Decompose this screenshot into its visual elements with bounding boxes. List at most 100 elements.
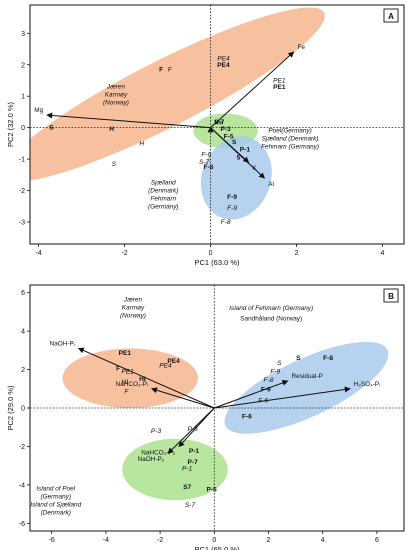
score-label: F-8	[221, 219, 231, 226]
y-tick-label: 2	[21, 62, 25, 69]
loading-arrow-2	[151, 387, 215, 409]
y-tick-label: -2	[19, 444, 25, 451]
x-tick-label: 2	[267, 537, 271, 544]
panel-B: NaOH-Pᵢ NaHCO₃-Pᵢ Residual-P H₂SO₄-Pᵢ NaHCO₃…	[6, 284, 405, 550]
group-label: (Denmark)	[41, 510, 71, 517]
panel-label: B	[388, 292, 394, 301]
loading-label: NaHCO₃-Pᵢ	[116, 381, 148, 388]
score-label: F-5	[224, 133, 234, 140]
group-label: Sjælland	[151, 179, 176, 186]
score-label: P-5	[187, 426, 198, 433]
y-tick-label: 3	[21, 31, 25, 38]
group-label: Island of Fehmarn (Germany)	[229, 305, 313, 312]
loading-label: Residual-P	[291, 373, 322, 380]
score-label: F-9	[261, 387, 271, 394]
loading-arrow-1	[210, 51, 295, 129]
group-ellipse-1	[30, 7, 325, 182]
score-label: PE1	[273, 77, 286, 84]
score-label: F	[124, 389, 129, 396]
panel-label-box	[383, 8, 399, 23]
group-label: (Norway)	[103, 99, 129, 106]
score-label: S	[232, 139, 237, 146]
x-axis-title: PC1 (63.0 %)	[194, 258, 240, 267]
score-label: S	[49, 125, 54, 132]
loading-arrow-3	[214, 380, 289, 409]
x-tick-label: 0	[209, 250, 213, 257]
y-tick-label: 1	[21, 94, 25, 101]
x-axis-title: PC1 (65.0 %)	[194, 545, 240, 550]
group-ellipse-3	[122, 438, 228, 501]
score-label: PE4	[159, 363, 172, 370]
loading-arrow-4	[214, 386, 351, 409]
loading-label: NaOH-Pᵢ	[50, 340, 75, 347]
score-label: S-7	[185, 502, 196, 509]
group-label: Jæren	[106, 83, 126, 90]
x-tick-label: 4	[381, 250, 385, 257]
score-label: PE1	[119, 350, 132, 357]
loading-arrow-2	[46, 112, 211, 129]
group-label: Jæren	[123, 296, 143, 303]
score-label: 5	[237, 155, 241, 162]
y-tick-label: 2	[21, 367, 25, 374]
x-tick-label: -6	[49, 537, 55, 544]
y-tick-label: -4	[19, 482, 25, 489]
score-label: P-1	[240, 147, 251, 154]
score-label: F-8	[264, 377, 274, 384]
group-label: Sandhåland (Norway)	[240, 315, 302, 323]
score-label: PE1	[273, 84, 286, 91]
score-label: S7	[183, 484, 191, 491]
group-label: Karmøy	[105, 91, 128, 98]
x-tick-label: -4	[35, 250, 41, 257]
score-label: F-8	[323, 355, 333, 362]
x-tick-label: 4	[321, 537, 325, 544]
y-axis-title: PC2 (32.0 %)	[6, 101, 15, 147]
group-label: (Denmark)	[148, 187, 178, 194]
group-ellipse-2	[224, 341, 389, 434]
score-label: P-5	[206, 487, 217, 494]
group-ellipse-3	[200, 136, 272, 220]
score-label: PE4	[217, 55, 230, 62]
y-tick-label: 4	[21, 329, 25, 336]
score-label: PE4	[167, 358, 180, 365]
score-label: S	[277, 360, 282, 367]
score-label: PE4	[217, 62, 230, 69]
y-tick-label: 0	[21, 125, 25, 132]
score-label: PE1	[121, 368, 134, 375]
plot-area: NaOH-Pᵢ NaHCO₃-Pᵢ Residual-P H₂SO₄-Pᵢ NaHCO₃…	[30, 285, 404, 531]
score-label: P-1	[189, 448, 200, 455]
score-label: H	[139, 140, 144, 147]
panel-label-box	[383, 288, 399, 303]
y-tick-label: -1	[19, 157, 25, 164]
y-tick-label: -3	[19, 219, 25, 226]
score-label: S	[112, 161, 117, 168]
loading-label: NaOH-Pₒ	[138, 456, 165, 463]
y-axis-title: PC2 (29.0 %)	[6, 385, 15, 431]
loading-arrow-1	[77, 347, 215, 409]
group-label: (Norway)	[120, 312, 146, 319]
group-label: Island of Sjælland	[30, 502, 81, 509]
score-label: P-7	[187, 459, 198, 466]
score-label: P-3	[220, 126, 231, 133]
group-label: Sjælland (Denmark)	[262, 135, 319, 142]
group-label: Island of Poel	[36, 486, 75, 493]
loading-arrow-5	[210, 127, 266, 179]
score-label: F-6	[242, 414, 252, 421]
plot-area: FeMgMnKAlFFPE4PE4PE1PE1SHHSS-7P-3F-5SP-1…	[30, 5, 404, 244]
loading-label: H₂SO₄-Pᵢ	[354, 381, 380, 388]
score-label: F-6	[201, 151, 211, 158]
y-tick-label: -2	[19, 188, 25, 195]
x-tick-label: 2	[295, 250, 299, 257]
score-label: S-7	[214, 119, 225, 126]
score-label: S	[296, 355, 301, 362]
score-label: F-8	[203, 164, 213, 171]
score-label: F-9	[227, 194, 237, 201]
panel-label: A	[388, 12, 394, 21]
score-label: S-7	[199, 159, 210, 166]
y-tick-label: 6	[21, 290, 25, 297]
group-label: (Germany)	[40, 494, 71, 501]
group-ellipse-1	[62, 348, 199, 408]
loading-label: Mg	[34, 107, 43, 114]
score-label: P-1	[182, 466, 193, 473]
x-tick-label: -2	[121, 250, 127, 257]
